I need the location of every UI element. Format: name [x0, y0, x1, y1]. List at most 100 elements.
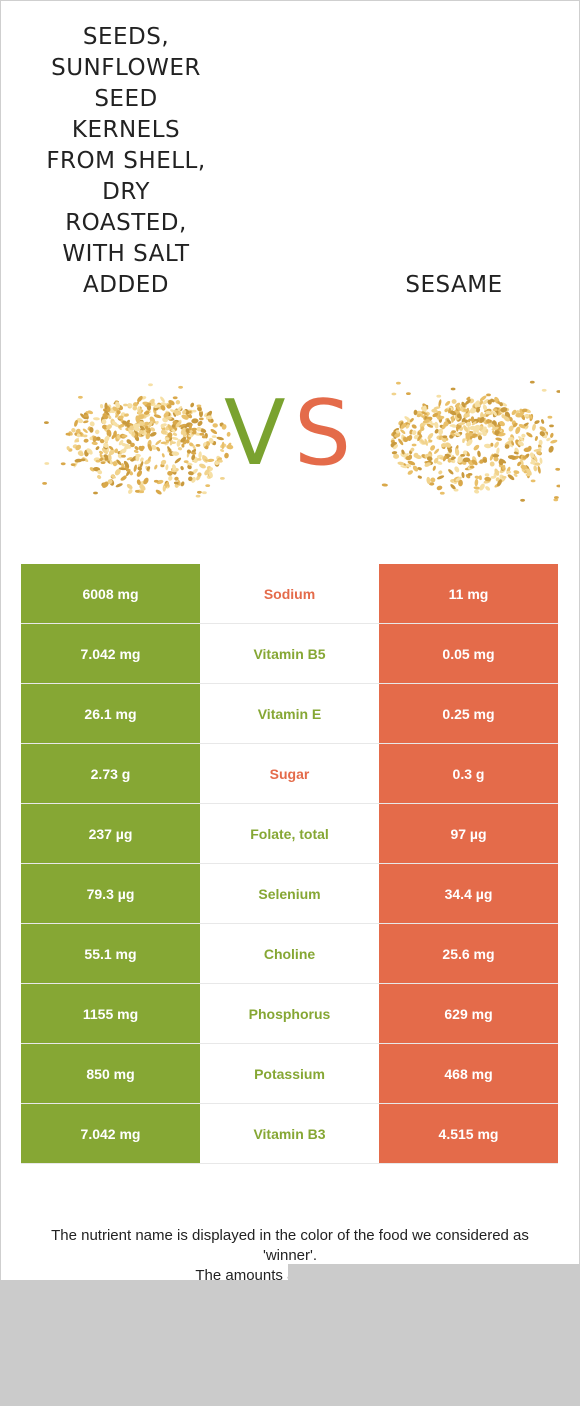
seed-shape [139, 425, 145, 431]
seed-shape [103, 409, 110, 416]
scattered-seed [549, 424, 554, 428]
seed-shape [98, 450, 104, 454]
seed-shape [205, 441, 211, 447]
seed-shape [83, 420, 89, 424]
scattered-seed [391, 392, 397, 396]
seed-shape [101, 448, 108, 455]
seed-shape [168, 399, 175, 406]
seed-shape [534, 420, 540, 425]
comparison-row: 79.3 µg Selenium 34.4 µg [21, 863, 558, 924]
seed-shape [106, 429, 112, 438]
scattered-seed [207, 416, 213, 420]
scattered-seed [529, 380, 535, 384]
seed-shape [507, 474, 515, 481]
seed-shape [434, 421, 439, 429]
seed-shape [216, 436, 224, 441]
gray-overlay-bottom [0, 1280, 580, 1406]
right-value: 97 µg [379, 803, 558, 864]
seed-shape [421, 411, 427, 415]
seed-shape [199, 410, 203, 418]
seed-shape [484, 476, 492, 482]
scattered-seed [196, 458, 202, 461]
seed-shape [450, 484, 456, 490]
seed-shape [122, 420, 127, 425]
seed-shape [167, 470, 173, 476]
seed-shape [539, 457, 543, 464]
seed-shape [441, 436, 447, 443]
seed-shape [413, 409, 418, 416]
seed-shape [99, 457, 104, 462]
scattered-seed [195, 494, 201, 498]
vs-s-letter: S [294, 381, 352, 486]
seed-shape [102, 481, 109, 488]
seed-shape [434, 429, 439, 434]
seed-shape [461, 417, 466, 423]
seed-shape [515, 426, 521, 434]
scattered-seed [442, 435, 448, 439]
seed-shape [550, 432, 554, 438]
left-value: 237 µg [21, 803, 200, 864]
seed-shape [116, 410, 121, 415]
seed-shape [150, 427, 156, 432]
seed-shape [492, 454, 500, 458]
nutrient-name: Sugar [200, 743, 379, 804]
seed-shape [89, 427, 94, 433]
seed-shape [482, 458, 488, 463]
seed-shape [436, 461, 443, 465]
seed-shape [171, 451, 180, 456]
seed-shape [491, 426, 499, 431]
seed-shape [76, 418, 84, 424]
seed-shape [76, 433, 81, 438]
seed-shape [121, 434, 128, 438]
seed-shape [444, 442, 452, 448]
seed-shape [405, 463, 412, 468]
seed-shape [474, 424, 481, 430]
seed-shape [471, 421, 477, 426]
seed-shape [166, 404, 172, 409]
seed-shape [177, 406, 183, 412]
seed-shape [403, 437, 409, 443]
seed-shape [160, 396, 165, 403]
nutrient-name: Folate, total [200, 803, 379, 864]
seed-shape [181, 414, 189, 420]
seed-shape [436, 485, 443, 491]
seed-shape [91, 441, 98, 446]
seed-shape [140, 461, 144, 468]
scattered-seed [173, 481, 179, 485]
scattered-seed [93, 491, 98, 495]
seed-shape [104, 456, 109, 461]
seed-shape [74, 419, 78, 427]
scattered-seed [553, 498, 559, 502]
right-value: 0.05 mg [379, 623, 558, 684]
scattered-seed [490, 476, 496, 479]
seed-shape [394, 433, 401, 438]
seed-shape [201, 435, 207, 439]
vs-label: V S [224, 384, 356, 484]
seed-shape [462, 438, 465, 443]
seed-shape [510, 440, 515, 446]
scattered-seed [463, 408, 468, 412]
seed-shape [430, 445, 436, 451]
scattered-seed [556, 390, 560, 393]
seed-shape [488, 422, 493, 427]
seed-shape [486, 419, 491, 424]
seed-shape [538, 439, 543, 446]
seed-shape [208, 471, 213, 478]
seed-shape [407, 470, 414, 475]
seed-shape [175, 422, 181, 428]
seed-shape [126, 457, 133, 461]
seed-shape [186, 449, 192, 454]
food-title-left: SEEDS, SUNFLOWER SEED KERNELS FROM SHELL… [46, 24, 206, 298]
seed-shape [411, 424, 417, 429]
seed-shape [180, 427, 186, 435]
seed-shape [93, 417, 100, 421]
seed-shape [534, 436, 538, 441]
scattered-seed [530, 461, 535, 465]
seed-shape [137, 395, 143, 403]
seed-shape [190, 402, 195, 408]
seed-shape [438, 428, 444, 436]
scattered-seed [520, 498, 525, 502]
seed-shape [146, 466, 151, 471]
seed-shape [202, 455, 208, 460]
seed-shape [521, 433, 526, 438]
